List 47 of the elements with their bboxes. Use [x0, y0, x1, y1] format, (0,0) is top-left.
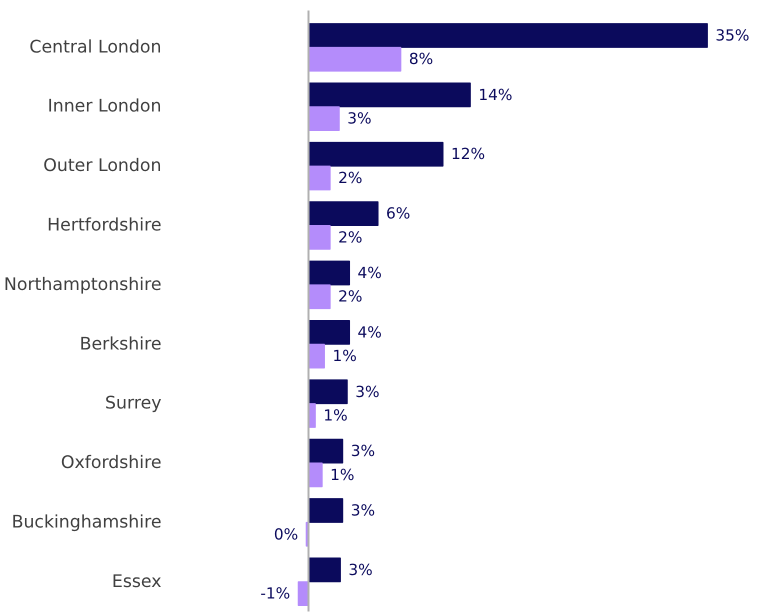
data-label: 3% — [350, 442, 376, 460]
data-label: 35% — [715, 26, 750, 44]
data-label: 0% — [274, 525, 298, 544]
data-label: 4% — [358, 264, 382, 282]
bar — [308, 166, 331, 190]
data-label: -1% — [260, 584, 290, 603]
bar — [308, 224, 331, 250]
bar — [308, 320, 350, 345]
bar — [308, 201, 379, 226]
data-label: 3% — [350, 502, 376, 520]
bar — [308, 498, 344, 523]
data-label: 12% — [450, 145, 486, 164]
data-label: 14% — [478, 86, 512, 104]
y-tick-label: Hertfordshire — [47, 215, 162, 236]
bar — [308, 462, 323, 488]
bar — [308, 284, 331, 310]
bar — [308, 106, 340, 131]
data-label: 2% — [338, 288, 362, 306]
data-label: 2% — [338, 228, 362, 246]
bar — [308, 260, 350, 286]
data-label: 2% — [338, 168, 362, 187]
y-tick-label: Oxfordshire — [60, 453, 162, 474]
y-tick-label: Central London — [29, 37, 162, 58]
y-tick-label: Essex — [112, 572, 162, 592]
data-label: 1% — [332, 347, 357, 366]
bar — [308, 558, 341, 582]
bar — [308, 82, 471, 108]
y-tick-label: Surrey — [105, 394, 162, 414]
y-tick-label: Buckinghamshire — [12, 512, 162, 532]
data-label: 3% — [347, 110, 372, 128]
bar — [308, 142, 444, 167]
data-label: 1% — [323, 406, 348, 425]
data-label: 4% — [358, 323, 382, 342]
data-label: 1% — [330, 466, 355, 484]
bar — [308, 344, 325, 369]
data-label: 3% — [355, 382, 380, 401]
bar — [308, 438, 344, 464]
data-label: 3% — [348, 560, 373, 579]
data-label: 6% — [386, 204, 410, 223]
y-tick-label: Outer London — [43, 156, 162, 176]
bar — [308, 379, 348, 404]
data-label: 8% — [408, 50, 434, 68]
bar — [308, 23, 708, 48]
y-tick-label: Berkshire — [80, 334, 162, 354]
y-tick-label: Inner London — [48, 96, 162, 117]
bar — [308, 46, 402, 72]
y-tick-label: Northamptonshire — [4, 274, 162, 295]
